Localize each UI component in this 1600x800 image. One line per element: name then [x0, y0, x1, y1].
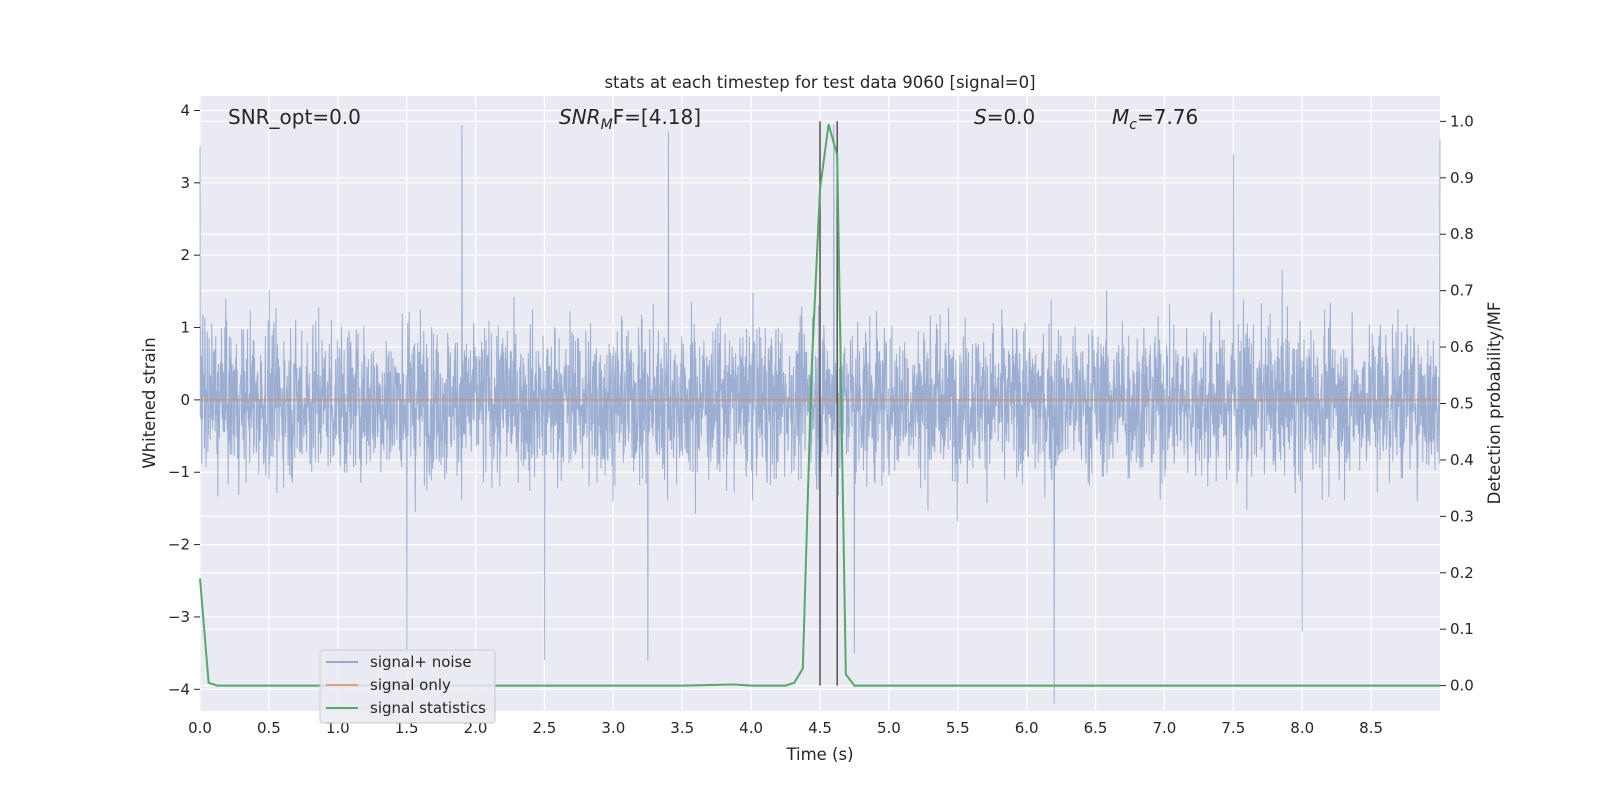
legend: signal+ noise signal only signal statist…	[319, 649, 496, 724]
y-left-tick-label: 3	[180, 174, 190, 192]
x-axis-label: Time (s)	[785, 745, 853, 764]
s-prefix: S	[974, 105, 987, 129]
y-axis-right-label: Detection probability/MF	[1485, 302, 1504, 505]
y-right-tick-label: 0.0	[1450, 677, 1474, 695]
y-right-tick-label: 0.6	[1450, 338, 1474, 356]
x-tick-label: 3.5	[670, 719, 694, 737]
x-tick-label: 8.0	[1290, 719, 1314, 737]
y-right-tick-label: 0.2	[1450, 564, 1474, 582]
tick-layer: 0.0 0.5 1.0 1.5 2.0 2.5 3.0 3.5 4.0 4.5 5.0 5.5 6.0 6…	[168, 101, 1474, 737]
x-tick-label: 2.5	[533, 719, 557, 737]
x-tick-label: 0.5	[257, 719, 281, 737]
snr-mf-subscript: M	[601, 117, 613, 133]
y-right-tick-label: 0.9	[1450, 169, 1474, 187]
x-tick-label: 6.0	[1015, 719, 1039, 737]
legend-box	[319, 649, 496, 724]
x-tick-label: 6.5	[1084, 719, 1108, 737]
chart-title: stats at each timestep for test data 906…	[604, 73, 1035, 92]
legend-label-signal-noise: signal+ noise	[370, 653, 472, 671]
y-left-tick-label: 4	[180, 101, 190, 119]
mc-annotation: Mc=7.76	[1112, 105, 1198, 133]
x-tick-label: 7.5	[1221, 719, 1245, 737]
y-axis-left-label: Whitened strain	[140, 337, 159, 468]
y-right-tick-label: 0.4	[1450, 451, 1474, 469]
mc-prefix: M	[1112, 105, 1129, 129]
y-left-tick-label: −4	[168, 680, 190, 698]
mc-suffix: =7.76	[1137, 105, 1198, 129]
legend-label-signal-statistics: signal statistics	[370, 699, 486, 717]
x-tick-label: 5.5	[946, 719, 970, 737]
snr-mf-annotation: SNRMF=[4.18]	[559, 105, 701, 133]
y-right-tick-label: 0.3	[1450, 507, 1474, 525]
y-right-tick-label: 0.7	[1450, 282, 1474, 300]
x-tick-label: 8.5	[1359, 719, 1383, 737]
snr-mf-prefix: SNR	[559, 105, 601, 129]
y-left-tick-label: 1	[180, 319, 190, 337]
legend-label-signal-only: signal only	[370, 676, 451, 694]
y-right-tick-label: 0.1	[1450, 620, 1474, 638]
annotations: SNR_opt=0.0 SNRMF=[4.18] S=0.0 Mc=7.76	[228, 105, 1198, 133]
x-tick-label: 4.0	[739, 719, 763, 737]
y-right-tick-label: 0.8	[1450, 225, 1474, 243]
snr-opt-annotation: SNR_opt=0.0	[228, 105, 361, 129]
s-suffix: =0.0	[987, 105, 1036, 129]
x-tick-label: 4.5	[808, 719, 832, 737]
y-left-tick-label: 0	[180, 391, 190, 409]
snr-mf-suffix: F=[4.18]	[613, 105, 701, 129]
x-tick-label: 0.0	[188, 719, 212, 737]
y-left-tick-label: −2	[168, 536, 190, 554]
x-tick-label: 7.0	[1153, 719, 1177, 737]
y-left-tick-label: 2	[180, 246, 190, 264]
x-tick-label: 3.0	[601, 719, 625, 737]
y-right-tick-label: 0.5	[1450, 395, 1474, 413]
y-left-tick-label: −3	[168, 608, 190, 626]
mc-subscript: c	[1129, 117, 1137, 133]
y-right-tick-label: 1.0	[1450, 112, 1474, 130]
x-tick-label: 5.0	[877, 719, 901, 737]
y-left-tick-label: −1	[168, 463, 190, 481]
s-annotation: S=0.0	[974, 105, 1035, 129]
